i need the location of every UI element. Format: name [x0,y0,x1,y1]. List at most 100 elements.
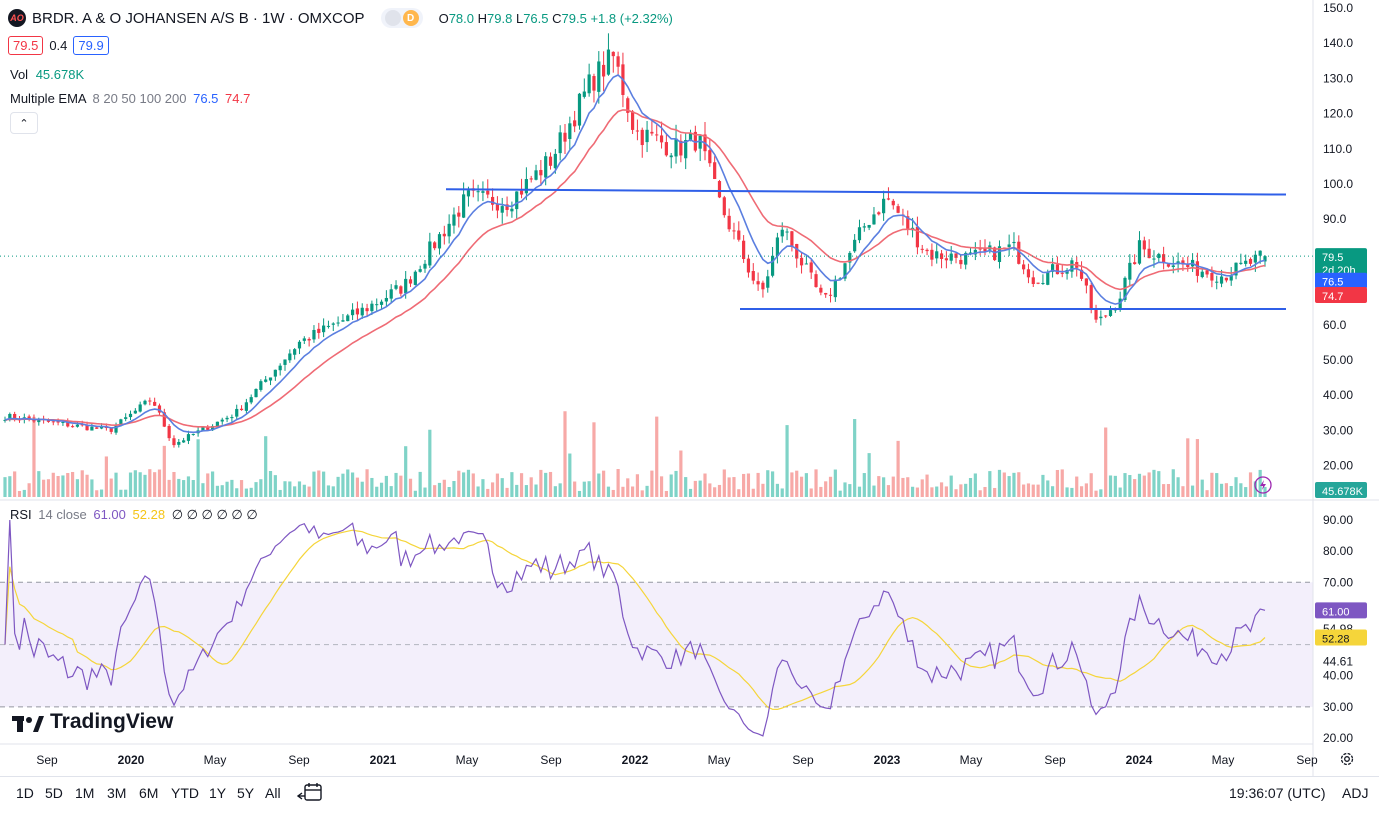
volume-bar [1181,486,1185,497]
volume-bar [182,480,186,497]
volume-bar [515,484,519,497]
candle-body [824,292,828,295]
candle-body [713,162,717,180]
utc-clock[interactable]: 19:36:07 (UTC) [1229,785,1326,801]
range-1d-button[interactable]: 1D [16,785,34,801]
candle-body [191,433,195,435]
volume-bar [838,490,842,497]
volume-bar [85,474,89,497]
candle-body [355,308,360,315]
candle-body [539,169,543,176]
collapse-legend-button[interactable]: ⌃ [10,112,38,134]
candle-body [1108,310,1113,316]
volume-bar [375,486,379,497]
volume-bar [220,485,224,497]
candle-body [1244,260,1248,264]
range-6m-button[interactable]: 6M [139,785,159,801]
volume-bar [616,469,620,497]
adjust-toggle[interactable]: ADJ [1342,785,1369,801]
resistance-trendline[interactable] [445,188,1287,196]
volume-bar [433,485,437,497]
candle-body [177,441,181,445]
ema-legend[interactable]: Multiple EMA 8 20 50 100 200 76.5 74.7 [10,91,250,106]
volume-bar [640,490,644,497]
candle-body [423,263,427,269]
volume-bar [490,482,495,497]
candle-body [853,239,857,252]
date-range-picker-button[interactable] [296,781,326,808]
candle-body [384,297,388,302]
rsi-legend[interactable]: RSI 14 close 61.00 52.28 ∅ ∅ ∅ ∅ ∅ ∅ [10,507,258,523]
candle-body [602,64,606,77]
volume-bar [17,490,22,497]
candle-body [331,323,335,325]
volume-bar [326,485,331,497]
volume-bar [1171,469,1175,497]
high-label: H [477,10,488,26]
candle-body [109,428,113,432]
volume-bar [196,439,200,497]
range-5d-button[interactable]: 5D [45,785,63,801]
candle-body [1215,281,1219,283]
candle-body [664,142,668,156]
volume-bar [394,472,398,497]
volume-bar [109,478,113,497]
candle-body [679,140,683,156]
candle-body [964,252,968,265]
ask-price[interactable]: 79.9 [73,36,109,55]
lightning-icon [1260,480,1266,490]
rsi-axis-tick: 30.00 [1323,700,1353,714]
range-1y-button[interactable]: 1Y [209,785,227,801]
range-all-button[interactable]: All [265,785,281,801]
candle-body [56,421,60,423]
candle-body [249,397,253,403]
candle-body [1079,269,1084,279]
range-1m-button[interactable]: 1M [75,785,95,801]
chart-settings-button[interactable] [1339,751,1355,772]
price-axis-tick: 110.0 [1323,142,1352,156]
candle-body [273,369,277,377]
candle-body [27,416,31,420]
alert-icon[interactable] [1254,476,1272,494]
gear-icon [1340,752,1354,766]
candle-body [626,98,630,113]
candle-body [920,248,924,250]
volume-bar [1248,472,1253,497]
candle-body [1036,282,1040,284]
symbol-title[interactable]: BRDR. A & O JOHANSEN A/S B · 1W · OMXCOP [32,9,365,27]
volume-bar [133,470,137,497]
candle-body [201,427,205,431]
candle-body [1041,282,1045,284]
delayed-data-badge[interactable]: D [402,10,419,26]
volume-bar [42,479,46,497]
tradingview-branding[interactable]: TradingView [12,710,173,734]
volume-bar [582,481,586,497]
candle-body [592,76,596,91]
last-price-tag-bg [1315,248,1367,280]
range-5y-button[interactable]: 5Y [237,785,255,801]
candle-body [978,248,982,250]
volume-bar [495,473,500,497]
candle-body [573,120,577,127]
bid-price[interactable]: 79.5 [8,36,44,55]
candle-body [1171,265,1175,267]
candle-body [124,417,128,419]
candle-body [867,224,871,228]
range-3m-button[interactable]: 3M [107,785,127,801]
candle-body [1007,244,1011,247]
volume-legend[interactable]: Vol 45.678K [10,67,84,82]
chart-header: AO BRDR. A & O JOHANSEN A/S B · 1W · OMX… [8,6,673,30]
volume-bar [915,487,920,497]
volume-bar [273,475,277,497]
volume-bar [302,484,306,497]
volume-bar [925,474,929,497]
candle-body [447,223,451,237]
status-pill[interactable]: D [380,8,423,28]
high-value: 79.8 [487,10,513,26]
volume-bar [930,487,934,497]
volume-bar [336,476,340,497]
volume-bar [857,486,862,497]
candle-body [1099,316,1103,319]
range-ytd-button[interactable]: YTD [171,785,199,801]
